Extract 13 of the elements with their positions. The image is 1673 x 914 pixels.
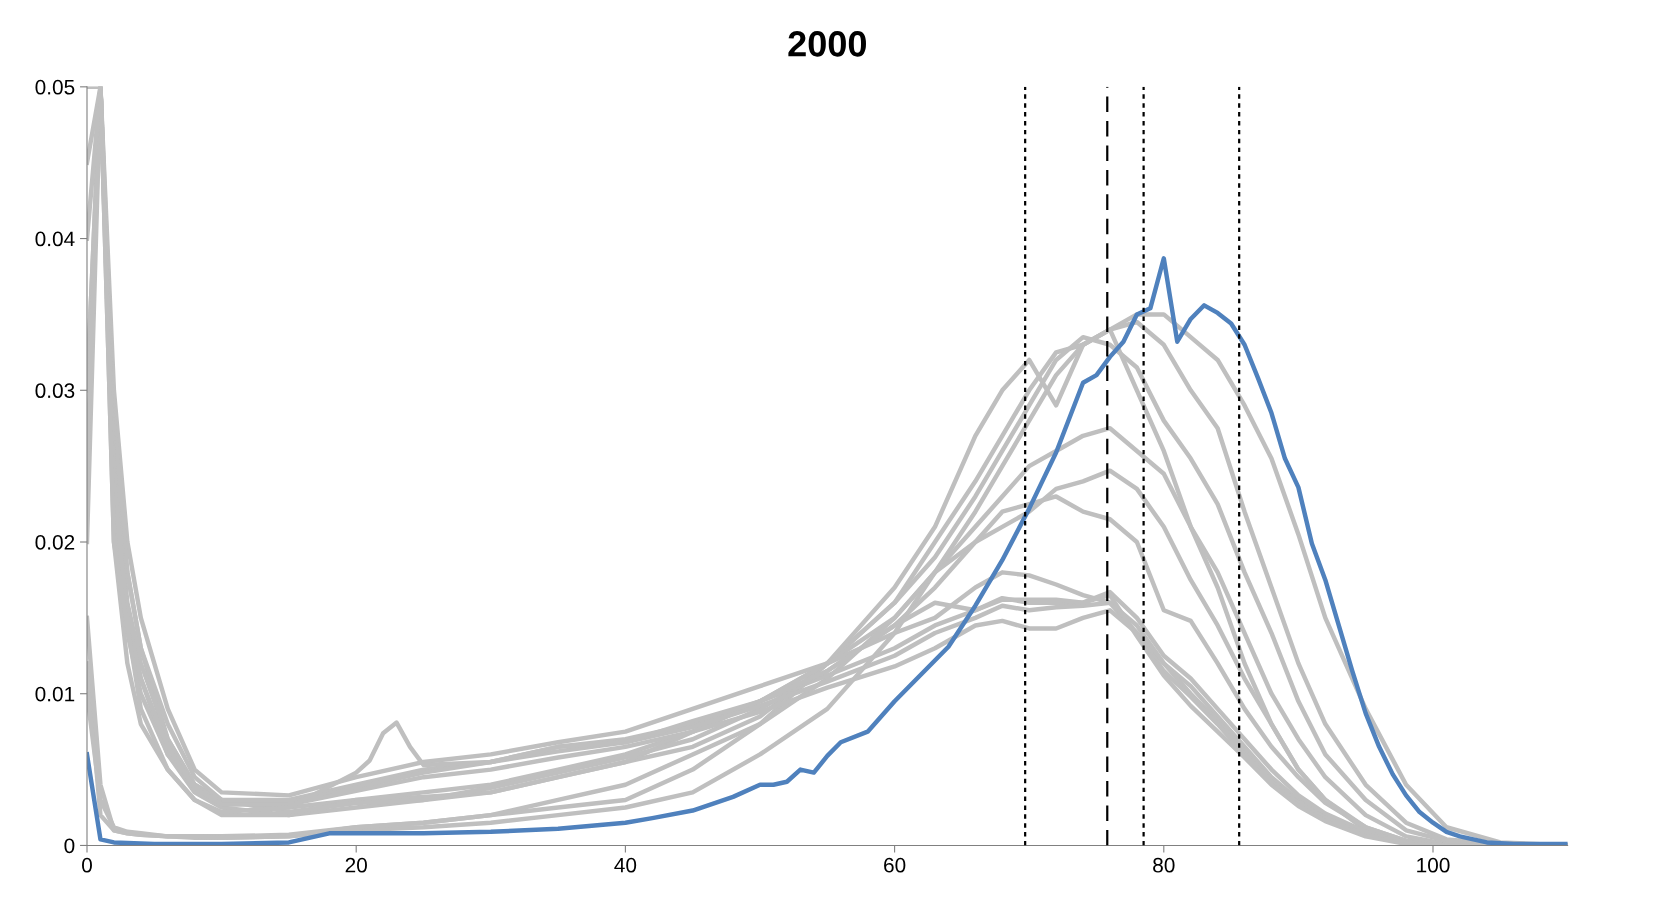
y-tick-label: 0.02	[35, 535, 75, 550]
x-tick-label: 0	[82, 857, 92, 873]
x-tick-label: 100	[1417, 857, 1450, 873]
x-tick-label: 40	[614, 857, 637, 873]
x-tick-label: 20	[345, 857, 367, 873]
y-tick-label: 0	[64, 838, 75, 854]
y-tick-label: 0.05	[35, 79, 75, 95]
y-tick-label: 0.04	[35, 231, 75, 247]
chart-title: 2000	[788, 31, 866, 57]
y-tick-label: 0.03	[35, 383, 75, 399]
x-tick-label: 60	[884, 857, 906, 873]
y-tick-label: 0.01	[35, 686, 75, 702]
x-tick-label: 80	[1153, 857, 1175, 873]
